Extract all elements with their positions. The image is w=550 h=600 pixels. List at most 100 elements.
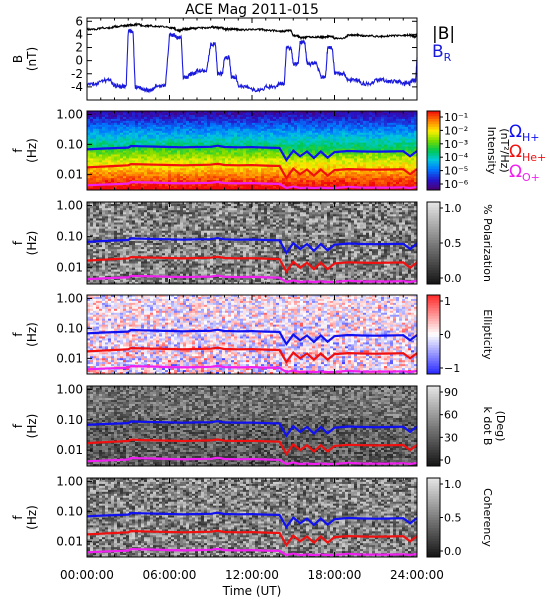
heatmap-cell [105,130,109,134]
figure-title: ACE Mag 2011-015 [185,2,319,18]
heatmap-cell [282,144,286,147]
heatmap-cell [189,180,193,183]
heatmap-cell [213,142,217,145]
heatmap-cell [210,118,214,122]
heatmap-cell [252,111,256,114]
heatmap-cell [141,120,145,124]
heatmap-cell [156,112,160,116]
heatmap-cell [147,112,151,116]
colorbar-cell [427,132,440,136]
heatmap-cell [285,148,289,151]
heatmap-cell [96,172,100,175]
heatmap-cell [246,154,250,157]
heatmap-cell [270,166,274,169]
heatmap-cell [177,156,181,159]
heatmap-cell [282,111,286,114]
heatmap-cell [126,188,130,191]
heatmap-cell [189,150,193,153]
heatmap-cell [90,118,94,122]
heatmap-cell [261,144,265,147]
heatmap-cell [213,132,217,136]
heatmap-cell [156,126,160,130]
heatmap-cell [102,160,106,163]
heatmap-cell [132,154,136,157]
heatmap-cell [255,126,259,130]
heatmap-cell [303,146,307,149]
heatmap-cell [132,116,136,120]
heatmap-cell [309,130,313,134]
heatmap-cell [177,122,181,126]
heatmap-cell [273,160,277,163]
heatmap-cell [114,142,118,145]
heatmap-cell [144,128,148,132]
heatmap-cell [99,158,103,161]
heatmap-cell [180,168,184,171]
heatmap-cell [192,134,196,138]
heatmap-cell [198,170,202,173]
heatmap-cell [180,180,184,183]
heatmap-cell [201,158,205,161]
heatmap-cell [270,134,274,138]
heatmap-cell [159,166,163,169]
heatmap-cell [231,184,235,187]
heatmap-cell [93,186,97,189]
heatmap-cell [102,126,106,130]
heatmap-cell [144,178,148,181]
heatmap-cell [210,120,214,124]
heatmap-cell [294,176,298,179]
heatmap-cell [189,124,193,128]
heatmap-cell [270,118,274,122]
heatmap-cell [309,150,313,153]
heatmap-cell [87,168,91,171]
heatmap-cell [267,172,271,175]
heatmap-cell [156,176,160,179]
heatmap-cell [291,122,295,126]
heatmap-cell [219,134,223,138]
heatmap-cell [183,150,187,153]
heatmap-cell [159,184,163,187]
heatmap-cell [135,132,139,136]
heatmap-cell [237,174,241,177]
heatmap-cell [114,140,118,144]
heatmap-cell [243,142,247,145]
heatmap-cell [192,150,196,153]
heatmap-cell [207,112,211,116]
heatmap-cell [240,170,244,173]
heatmap-cell [147,152,151,155]
heatmap-cell [309,166,313,169]
heatmap-cell [306,111,310,114]
heatmap-cell [192,128,196,132]
heatmap-cell [243,170,247,173]
heatmap-cell [168,142,172,145]
heatmap-cell [210,154,214,157]
heatmap-cell [171,148,175,151]
heatmap-cell [87,176,91,179]
heatmap-cell [237,136,241,140]
heatmap-cell [225,174,229,177]
heatmap-cell [201,126,205,130]
heatmap-cell [183,170,187,173]
heatmap-cell [243,112,247,116]
heatmap-cell [102,114,106,118]
heatmap-cell [87,132,91,136]
heatmap-cell [270,156,274,159]
heatmap-cell [291,182,295,185]
heatmap-cell [225,180,229,183]
heatmap-cell [159,132,163,136]
heatmap-cell [309,178,313,181]
heatmap-cell [114,124,118,128]
heatmap-cell [90,111,94,114]
heatmap-cell [312,130,316,134]
heatmap-cell [228,120,232,124]
heatmap-cell [138,150,142,153]
heatmap-cell [234,120,238,124]
heatmap-cell [255,112,259,116]
heatmap-cell [150,136,154,140]
heatmap-cell [261,140,265,144]
heatmap-cell [165,126,169,130]
heatmap-cell [303,164,307,167]
heatmap-cell [219,126,223,130]
heatmap-cell [150,138,154,142]
heatmap-cell [96,142,100,145]
heatmap-cell [243,154,247,157]
